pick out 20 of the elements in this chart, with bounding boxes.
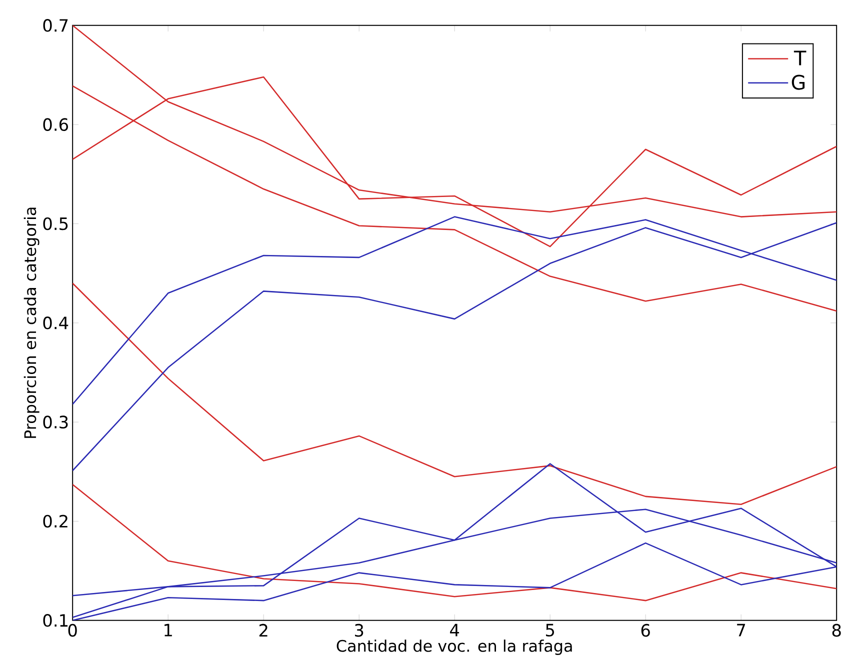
x-tick-label: 2 — [259, 624, 268, 636]
x-tick-label: 1 — [164, 624, 172, 636]
x-tick-label: 0 — [68, 624, 77, 637]
y-tick-label: 0.2 — [43, 514, 68, 528]
legend-label: T — [794, 50, 806, 66]
x-tick-label: 6 — [641, 624, 650, 637]
x-tick-label: 8 — [832, 624, 841, 637]
x-tick-label: 5 — [546, 624, 554, 637]
y-axis-title: Proporcion en cada categoria — [24, 208, 40, 438]
y-tick-label: 0.4 — [43, 316, 68, 330]
y-tick-label: 0.6 — [43, 118, 68, 131]
x-tick-label: 7 — [737, 624, 746, 636]
y-tick-label: 0.1 — [43, 614, 68, 627]
y-tick-label: 0.7 — [43, 18, 68, 32]
x-tick-label: 3 — [354, 624, 364, 637]
x-axis-title: Cantidad de voc. en la rafaga — [336, 640, 572, 655]
y-tick-label: 0.3 — [43, 416, 68, 428]
x-tick-label: 4 — [450, 624, 460, 636]
y-tick-label: 0.5 — [43, 217, 68, 230]
legend-label: G — [792, 74, 805, 90]
